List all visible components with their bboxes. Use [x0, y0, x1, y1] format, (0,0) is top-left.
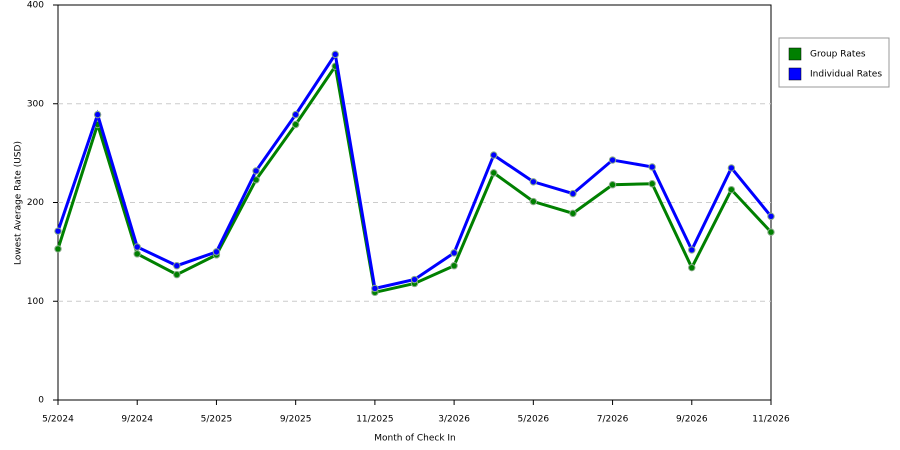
series-line — [56, 50, 773, 291]
data-point — [212, 248, 221, 256]
legend-label: Group Rates — [810, 50, 866, 60]
x-tick-label: 11/2026 — [752, 415, 790, 425]
data-point — [93, 110, 102, 119]
data-point — [291, 110, 300, 119]
data-point — [767, 212, 775, 221]
y-tick-label: 300 — [27, 99, 44, 109]
data-point — [688, 246, 696, 254]
data-point — [54, 245, 62, 253]
x-tick-label: 5/2026 — [517, 415, 549, 425]
data-point — [173, 262, 181, 270]
x-tick-label: 11/2025 — [356, 415, 393, 425]
data-point — [529, 197, 538, 206]
x-tick-label: 5/2024 — [42, 415, 74, 425]
data-point — [767, 228, 775, 236]
data-point — [331, 50, 339, 59]
data-point — [450, 249, 458, 257]
data-point — [252, 167, 260, 175]
x-tick-label: 9/2026 — [676, 415, 708, 425]
x-tick-label: 7/2026 — [597, 415, 629, 425]
data-point — [410, 275, 419, 284]
data-point — [371, 284, 379, 293]
y-tick-label: 100 — [27, 297, 44, 307]
data-point — [490, 151, 498, 159]
y-tick-label: 400 — [27, 1, 44, 11]
x-tick-label: 9/2025 — [280, 415, 312, 425]
data-point — [450, 262, 458, 270]
data-point — [133, 250, 141, 258]
data-point — [608, 181, 617, 189]
data-point — [133, 243, 141, 251]
data-point — [569, 189, 577, 198]
x-axis-title: Month of Check In — [374, 434, 456, 444]
y-tick-label: 0 — [38, 396, 44, 406]
x-tick-label: 3/2026 — [438, 415, 470, 425]
data-point — [648, 180, 656, 188]
data-point — [727, 164, 736, 172]
data-point — [529, 178, 538, 186]
data-point — [648, 163, 656, 171]
legend-swatch — [788, 67, 802, 81]
data-point — [490, 169, 498, 177]
x-tick-label: 9/2024 — [121, 415, 153, 425]
data-point — [173, 270, 181, 279]
data-point — [727, 185, 736, 194]
x-tick-label: 5/2025 — [201, 415, 233, 425]
legend-label: Individual Rates — [810, 70, 882, 80]
data-point — [569, 209, 577, 218]
y-axis-title: Lowest Average Rate (USD) — [14, 141, 24, 265]
y-tick-label: 200 — [27, 198, 44, 208]
data-point — [608, 156, 617, 164]
data-point — [54, 227, 62, 235]
data-point — [688, 263, 696, 272]
legend-swatch — [788, 47, 802, 61]
data-point — [291, 120, 300, 129]
